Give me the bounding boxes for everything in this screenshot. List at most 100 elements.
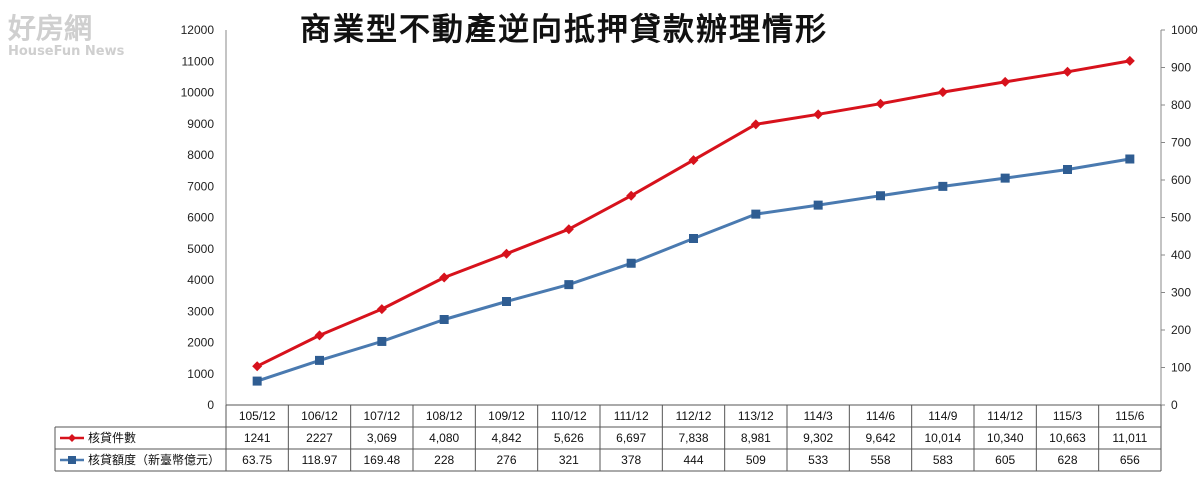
data-label-s1: 7,838 — [678, 431, 708, 445]
left-tick-label: 0 — [207, 398, 214, 412]
data-label-s2: 583 — [933, 453, 953, 467]
x-tick-label: 114/3 — [804, 409, 833, 423]
data-point-s1 — [626, 190, 637, 201]
data-label-s2: 378 — [621, 453, 641, 467]
data-label-s2: 169.48 — [363, 453, 400, 467]
data-point-s2 — [626, 258, 636, 268]
data-point-s1 — [1000, 76, 1011, 87]
data-point-s2 — [813, 200, 823, 210]
data-point-s2 — [1000, 173, 1010, 183]
data-point-s1 — [252, 361, 263, 372]
data-label-s1: 6,697 — [616, 431, 646, 445]
right-tick-label: 100 — [1171, 361, 1191, 375]
right-tick-label: 600 — [1171, 173, 1191, 187]
legend-label-1: 核貸件數 — [88, 430, 136, 445]
data-point-s1 — [439, 272, 450, 283]
data-label-s2: 321 — [559, 453, 579, 467]
data-point-s1 — [501, 248, 512, 259]
data-label-s1: 4,842 — [491, 431, 521, 445]
x-tick-label: 105/12 — [239, 409, 276, 423]
data-point-s2 — [751, 209, 761, 219]
x-tick-label: 114/6 — [866, 409, 895, 423]
x-tick-label: 112/12 — [676, 409, 712, 423]
data-point-s1 — [1124, 55, 1135, 66]
legend-marker-s2 — [68, 456, 76, 464]
data-label-s2: 558 — [870, 453, 890, 467]
data-point-s2 — [315, 355, 324, 365]
x-tick-label: 114/9 — [928, 409, 957, 423]
data-point-s1 — [750, 119, 761, 130]
data-point-s2 — [1125, 154, 1135, 164]
left-tick-label: 3000 — [187, 304, 214, 318]
watermark-line2: HouseFun News — [8, 44, 125, 59]
data-label-s1: 11,011 — [1112, 431, 1147, 445]
right-axis-ticks: 0 100 200 300 400 500 600 700 800 900 1000 — [1161, 23, 1198, 412]
data-point-s2 — [439, 315, 449, 324]
data-label-s2: 63.75 — [242, 453, 272, 467]
data-point-s1 — [314, 330, 325, 341]
legend-label-2: 核貸額度（新臺幣億元） — [88, 452, 220, 467]
x-tick-label: 111/12 — [614, 409, 649, 423]
right-tick-label: 1000 — [1171, 23, 1198, 37]
right-tick-label: 400 — [1171, 248, 1191, 262]
right-tick-label: 200 — [1171, 323, 1191, 337]
left-tick-label: 5000 — [187, 242, 214, 256]
plot-area — [252, 55, 1135, 386]
x-tick-label: 106/12 — [301, 409, 338, 423]
right-tick-label: 800 — [1171, 98, 1191, 112]
data-point-s2 — [876, 191, 885, 201]
data-point-s2 — [564, 280, 574, 290]
data-label-s1: 10,663 — [1049, 431, 1086, 445]
data-point-s1 — [563, 224, 574, 235]
left-tick-label: 11000 — [182, 54, 215, 68]
data-point-s2 — [377, 336, 387, 346]
data-label-s2: 533 — [808, 453, 828, 467]
left-axis-ticks: 0 1000 2000 3000 4000 5000 6000 7000 8000 9000 100… — [181, 23, 215, 412]
left-tick-label: 4000 — [187, 273, 214, 287]
right-tick-label: 700 — [1171, 136, 1191, 150]
left-tick-label: 8000 — [187, 148, 214, 162]
data-label-s1: 8,981 — [741, 431, 771, 445]
chart-title: 商業型不動產逆向抵押貸款辦理情形 — [300, 12, 828, 48]
data-point-s1 — [1062, 66, 1073, 77]
x-tick-label: 109/12 — [488, 409, 525, 423]
data-label-s2: 605 — [995, 453, 1015, 467]
data-point-s2 — [1063, 165, 1072, 174]
data-label-s1: 5,626 — [554, 431, 584, 445]
left-tick-label: 10000 — [181, 86, 215, 100]
data-label-s1: 4,080 — [429, 431, 459, 445]
data-point-s1 — [937, 87, 948, 98]
right-tick-label: 900 — [1171, 61, 1191, 75]
data-point-s1 — [813, 109, 824, 120]
left-tick-label: 9000 — [187, 117, 214, 131]
data-point-s1 — [875, 98, 886, 109]
left-tick-label: 7000 — [187, 179, 214, 193]
data-point-s2 — [689, 234, 698, 243]
left-tick-label: 2000 — [187, 336, 214, 350]
data-label-s1: 2227 — [306, 431, 333, 445]
data-point-s1 — [376, 304, 387, 315]
x-tick-label: 110/12 — [551, 409, 587, 423]
left-tick-label: 6000 — [187, 211, 214, 225]
data-label-s2: 228 — [434, 453, 454, 467]
x-tick-label: 113/12 — [738, 409, 774, 423]
data-point-s2 — [938, 181, 948, 191]
data-table: 105/12 106/12 107/12 108/12 109/12 110/12 111/… — [54, 404, 1162, 472]
x-tick-label: 108/12 — [426, 409, 463, 423]
series-line-2 — [256, 157, 1131, 383]
legend-marker-s1 — [68, 434, 76, 442]
x-tick-label: 107/12 — [363, 409, 400, 423]
data-label-s1: 9,302 — [803, 431, 833, 445]
series-line-1 — [256, 59, 1131, 368]
left-tick-label: 12000 — [181, 23, 215, 37]
right-tick-label: 500 — [1171, 211, 1191, 225]
data-point-s2 — [252, 376, 262, 386]
data-point-s1 — [688, 155, 699, 166]
x-tick-label: 115/6 — [1115, 409, 1144, 423]
right-tick-label: 300 — [1171, 286, 1191, 300]
watermark-line1: 好房網 — [7, 12, 92, 45]
data-label-s2: 509 — [746, 453, 766, 467]
x-tick-label: 114/12 — [987, 409, 1023, 423]
data-label-s2: 628 — [1057, 453, 1077, 467]
